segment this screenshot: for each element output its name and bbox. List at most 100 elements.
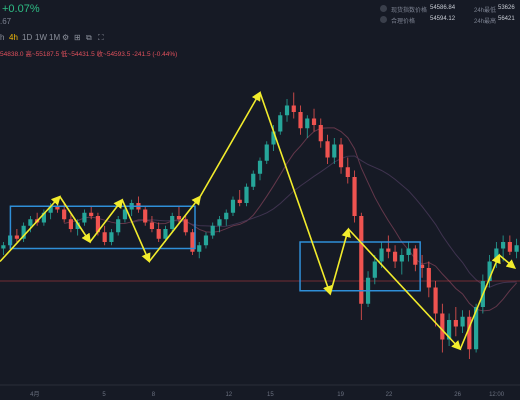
candle-body — [487, 261, 492, 281]
candle-body — [149, 222, 155, 229]
ohlc-high: 高~55187.5 — [25, 51, 60, 58]
candle-body — [311, 118, 317, 125]
moving-average-line — [131, 155, 517, 288]
candle-body — [298, 112, 303, 129]
info-icon — [380, 5, 387, 12]
candle-body — [433, 287, 438, 314]
candle-body — [332, 144, 337, 158]
candle-body — [514, 245, 519, 252]
candle-body — [406, 248, 411, 255]
candle-body — [257, 160, 263, 174]
candle-body — [48, 206, 53, 213]
stat-value: 54586.84 — [430, 5, 456, 11]
stat-value: 53626 — [498, 5, 515, 11]
candle-body — [68, 219, 74, 229]
trend-arrow — [59, 196, 91, 244]
candle-body — [359, 216, 364, 304]
x-tick-label: 15 — [267, 392, 274, 398]
x-tick-label: 22 — [386, 392, 393, 398]
candle-body — [419, 264, 425, 268]
candle-body — [190, 232, 195, 252]
candle-body — [203, 235, 209, 246]
candle-body — [55, 206, 60, 210]
x-tick-label: 5 — [102, 392, 106, 398]
candle-body — [460, 316, 465, 327]
candle-body — [278, 115, 283, 132]
candle-body — [474, 307, 479, 350]
trend-arrow — [347, 228, 462, 351]
candle-body — [28, 219, 33, 226]
candle-body — [264, 144, 269, 161]
candle-body — [122, 209, 128, 220]
trend-arrow — [259, 92, 333, 296]
trend-arrow — [199, 91, 261, 197]
candle-body — [163, 229, 168, 239]
candle-body — [251, 173, 256, 187]
settings-icon[interactable]: ⚙ — [62, 33, 70, 42]
timeframe-button[interactable]: 1W — [35, 33, 47, 42]
candle-body — [82, 212, 87, 223]
ohlc-readout: 54838.0 高~55187.5 低~54431.5 收~54593.5 -2… — [0, 48, 177, 58]
candle-body — [325, 141, 330, 158]
x-tick-label: 12:00 — [489, 392, 505, 398]
candle-body — [95, 216, 101, 233]
candle-body — [170, 216, 175, 229]
candle-body — [318, 125, 323, 142]
candle-body — [62, 209, 67, 220]
ohlc-open: 54838.0 — [0, 51, 24, 58]
x-tick-label: 12 — [225, 392, 232, 398]
candle-body — [89, 212, 94, 216]
candle-body — [1, 245, 6, 249]
price-sub: .67 — [0, 17, 12, 26]
candle-body — [271, 131, 276, 145]
stat-value: 56421 — [498, 16, 515, 22]
timeframe-button[interactable]: h — [0, 33, 5, 42]
ohlc-low: 低~54431.5 — [60, 51, 95, 58]
trend-arrow — [329, 227, 351, 295]
x-tick-label: 4月 — [30, 391, 39, 398]
candle-body — [507, 242, 512, 252]
candle-body — [501, 242, 506, 249]
candle-body — [176, 216, 182, 220]
ohlc-change: -241.5 (-0.44%) — [132, 51, 178, 58]
stat-label: 24h最高 — [474, 19, 497, 25]
stat-label: 合理价格 — [391, 19, 416, 25]
candle-body — [244, 186, 249, 203]
candle-body — [217, 219, 222, 226]
candle-body — [372, 261, 377, 278]
candle-body — [352, 177, 357, 216]
candle-body — [75, 222, 80, 229]
fullscreen-icon[interactable]: ⛶ — [98, 33, 104, 42]
candle-body — [392, 251, 398, 262]
candle-body — [237, 199, 242, 203]
timeframe-button[interactable]: 1D — [22, 33, 33, 42]
trend-arrow — [0, 195, 61, 263]
candle-body — [210, 225, 215, 236]
range-box — [9, 205, 196, 250]
candle-body — [386, 248, 391, 252]
candle-body — [14, 235, 19, 239]
stat-label: 24h最低 — [474, 8, 497, 14]
candle-body — [305, 118, 310, 129]
trend-arrow — [498, 254, 517, 270]
compare-icon[interactable]: ⧉ — [86, 33, 92, 42]
indicator-icon[interactable]: ⊞ — [74, 33, 81, 42]
timeframe-button[interactable]: 4h — [9, 33, 18, 42]
trend-arrow — [459, 253, 501, 350]
candle-body — [143, 209, 148, 223]
candle-body — [284, 105, 290, 116]
x-tick-label: 8 — [152, 392, 156, 398]
timeframe-button[interactable]: 1M — [49, 33, 61, 42]
candle-body — [399, 255, 404, 262]
candle-body — [467, 316, 472, 350]
candle-body — [197, 245, 202, 252]
info-icon — [380, 16, 387, 23]
candle-body — [345, 167, 350, 177]
ohlc-close: 收~54593.5 — [96, 51, 131, 58]
stat-label: 现货指数价格 — [391, 8, 428, 14]
candle-body — [446, 320, 452, 340]
trend-arrow — [121, 199, 151, 263]
moving-average-line — [64, 127, 517, 312]
candle-body — [224, 212, 229, 220]
